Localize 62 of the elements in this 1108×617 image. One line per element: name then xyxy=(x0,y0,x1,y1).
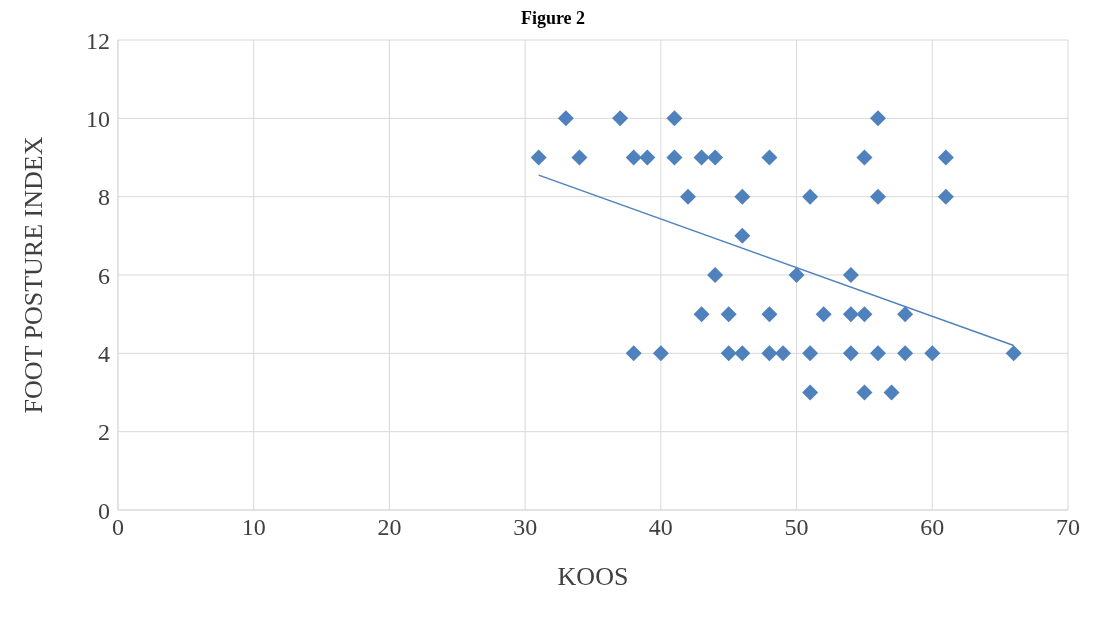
point xyxy=(842,345,859,362)
y-tick-label: 4 xyxy=(98,340,110,367)
x-tick-label: 60 xyxy=(920,514,945,541)
point xyxy=(856,384,873,401)
point xyxy=(775,345,791,362)
point xyxy=(761,345,778,362)
x-tick-label: 10 xyxy=(241,514,266,541)
point xyxy=(788,267,805,283)
y-tick-label: 0 xyxy=(98,497,110,524)
x-tick-label: 70 xyxy=(1056,514,1080,541)
point xyxy=(530,149,547,166)
point xyxy=(870,110,886,127)
point xyxy=(720,306,737,323)
point xyxy=(734,227,751,244)
point xyxy=(815,306,832,323)
point xyxy=(897,306,914,323)
y-axis-title: FOOT POSTURE INDEX xyxy=(19,136,49,414)
point xyxy=(761,149,778,166)
chart-title: Figure 2 xyxy=(520,8,586,28)
point xyxy=(707,149,724,166)
point xyxy=(842,267,859,283)
y-tick-label: 10 xyxy=(86,105,110,132)
x-axis-title: KOOS xyxy=(557,562,629,591)
point xyxy=(571,149,588,166)
point xyxy=(680,188,696,205)
point xyxy=(625,149,642,166)
point xyxy=(734,345,751,362)
point xyxy=(870,345,886,362)
point xyxy=(557,110,574,127)
point xyxy=(720,345,737,362)
point xyxy=(639,149,656,166)
y-tick-label: 6 xyxy=(98,262,110,289)
point xyxy=(666,149,683,166)
point xyxy=(870,188,886,205)
point xyxy=(693,149,710,166)
point xyxy=(856,149,873,166)
point xyxy=(937,188,954,205)
point xyxy=(897,345,914,362)
point xyxy=(1005,345,1022,362)
point xyxy=(625,345,642,362)
point xyxy=(856,306,873,323)
point xyxy=(937,149,954,166)
y-tick-label: 8 xyxy=(98,184,110,211)
point xyxy=(761,306,778,323)
y-tick-label: 12 xyxy=(86,27,110,54)
x-tick-label: 40 xyxy=(648,514,673,541)
point xyxy=(693,306,710,323)
point xyxy=(802,345,819,362)
point xyxy=(924,345,941,362)
point xyxy=(666,110,683,127)
x-tick-label: 50 xyxy=(784,514,809,541)
x-tick-label: 30 xyxy=(513,514,538,541)
y-tick-label: 2 xyxy=(98,419,110,446)
point xyxy=(802,384,819,401)
point xyxy=(883,384,900,401)
point xyxy=(842,306,859,323)
point xyxy=(734,188,751,205)
point xyxy=(612,110,629,127)
point xyxy=(802,188,819,205)
point xyxy=(652,345,669,362)
point xyxy=(707,267,724,283)
x-tick-label: 20 xyxy=(377,514,402,541)
